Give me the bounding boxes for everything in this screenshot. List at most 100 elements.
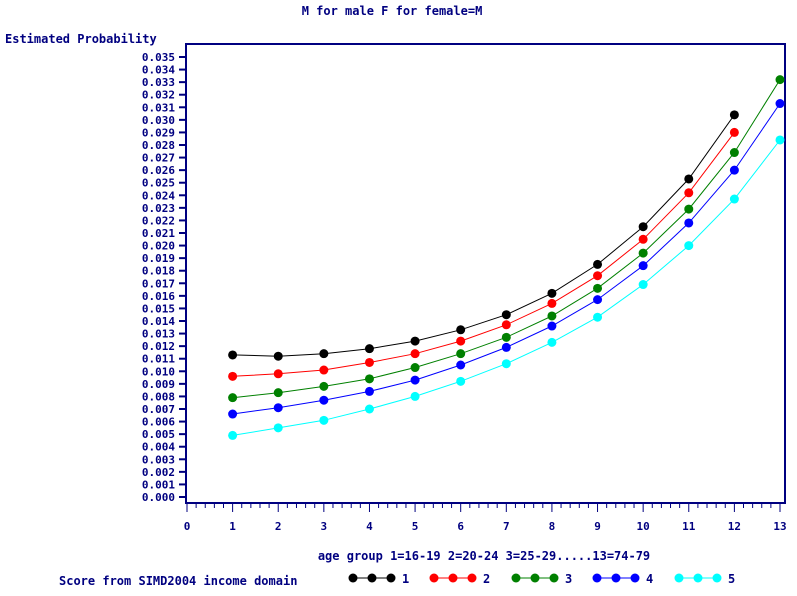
series-line bbox=[232, 132, 735, 377]
data-point bbox=[775, 99, 785, 109]
legend-label: 2 bbox=[483, 572, 490, 586]
data-point bbox=[729, 148, 739, 158]
y-tick-label: 0.032 bbox=[142, 89, 175, 102]
data-point bbox=[410, 349, 420, 359]
y-tick-label: 0.018 bbox=[142, 265, 175, 278]
y-tick-label: 0.020 bbox=[142, 240, 175, 253]
data-point bbox=[684, 174, 694, 184]
legend-marker bbox=[611, 573, 621, 583]
data-point bbox=[729, 127, 739, 137]
data-point bbox=[273, 423, 283, 433]
y-axis-label: Estimated Probability bbox=[5, 32, 157, 46]
y-tick-label: 0.009 bbox=[142, 378, 175, 391]
x-tick-label: 12 bbox=[728, 520, 741, 533]
x-tick-label: 4 bbox=[366, 520, 373, 533]
legend-marker bbox=[674, 573, 684, 583]
y-tick-label: 0.028 bbox=[142, 139, 175, 152]
data-point bbox=[364, 386, 374, 396]
data-point bbox=[228, 371, 238, 381]
data-point bbox=[547, 288, 557, 298]
legend-marker bbox=[693, 573, 703, 583]
y-tick-label: 0.013 bbox=[142, 328, 175, 341]
data-point bbox=[547, 298, 557, 308]
x-tick-label: 8 bbox=[549, 520, 556, 533]
legend-marker bbox=[712, 573, 722, 583]
series-line bbox=[232, 114, 735, 357]
legend-marker bbox=[367, 573, 377, 583]
y-tick-label: 0.000 bbox=[142, 491, 175, 504]
legend-title: Score from SIMD2004 income domain bbox=[59, 574, 297, 588]
y-tick-label: 0.026 bbox=[142, 164, 175, 177]
x-tick-label: 11 bbox=[682, 520, 696, 533]
legend-marker bbox=[630, 573, 640, 583]
y-tick-label: 0.012 bbox=[142, 340, 175, 353]
y-tick-label: 0.035 bbox=[142, 51, 175, 64]
y-tick-label: 0.033 bbox=[142, 76, 175, 89]
data-point bbox=[638, 222, 648, 232]
data-point bbox=[638, 261, 648, 271]
data-point bbox=[501, 359, 511, 369]
data-point bbox=[410, 391, 420, 401]
data-point bbox=[684, 188, 694, 198]
y-tick-label: 0.007 bbox=[142, 403, 175, 416]
y-tick-label: 0.025 bbox=[142, 177, 175, 190]
data-point bbox=[319, 349, 329, 359]
legend-marker bbox=[511, 573, 521, 583]
data-point bbox=[319, 381, 329, 391]
data-point bbox=[410, 336, 420, 346]
data-point bbox=[319, 415, 329, 425]
data-point bbox=[228, 430, 238, 440]
data-point bbox=[501, 320, 511, 330]
data-point bbox=[593, 283, 603, 293]
legend-marker bbox=[386, 573, 396, 583]
data-point bbox=[638, 234, 648, 244]
x-tick-label: 5 bbox=[412, 520, 419, 533]
data-point bbox=[273, 351, 283, 361]
data-point bbox=[228, 393, 238, 403]
data-point bbox=[638, 280, 648, 290]
legend-marker bbox=[448, 573, 458, 583]
y-tick-label: 0.029 bbox=[142, 126, 175, 139]
data-point bbox=[729, 110, 739, 120]
data-point bbox=[593, 259, 603, 269]
data-point bbox=[775, 75, 785, 85]
y-tick-label: 0.003 bbox=[142, 453, 175, 466]
x-tick-label: 9 bbox=[594, 520, 601, 533]
y-tick-label: 0.014 bbox=[142, 315, 175, 328]
plot-frame bbox=[185, 43, 786, 504]
series-1 bbox=[228, 110, 739, 361]
x-axis-label: age group 1=16-19 2=20-24 3=25-29.....13… bbox=[318, 549, 650, 563]
y-tick-label: 0.016 bbox=[142, 290, 175, 303]
data-point bbox=[684, 241, 694, 251]
data-point bbox=[456, 336, 466, 346]
data-point bbox=[456, 376, 466, 386]
x-tick-label: 3 bbox=[321, 520, 328, 533]
data-point bbox=[501, 310, 511, 320]
y-tick-label: 0.005 bbox=[142, 428, 175, 441]
data-point bbox=[729, 165, 739, 175]
y-tick-label: 0.027 bbox=[142, 152, 175, 165]
data-point bbox=[228, 409, 238, 419]
legend-item-1: 1 bbox=[348, 572, 409, 586]
y-tick-label: 0.023 bbox=[142, 202, 175, 215]
x-tick-label: 0 bbox=[184, 520, 191, 533]
legend-marker bbox=[592, 573, 602, 583]
legend-marker bbox=[530, 573, 540, 583]
y-axis: 0.0000.0010.0020.0030.0040.0050.0060.007… bbox=[142, 51, 186, 504]
y-tick-label: 0.017 bbox=[142, 277, 175, 290]
legend-label: 1 bbox=[402, 572, 409, 586]
data-point bbox=[410, 375, 420, 385]
legend-marker bbox=[348, 573, 358, 583]
legend-item-5: 5 bbox=[674, 572, 735, 586]
data-point bbox=[228, 350, 238, 360]
data-point bbox=[456, 349, 466, 359]
x-tick-label: 6 bbox=[457, 520, 464, 533]
series-layer bbox=[228, 75, 785, 440]
x-tick-label: 10 bbox=[637, 520, 650, 533]
series-2 bbox=[228, 127, 739, 381]
legend-item-3: 3 bbox=[511, 572, 572, 586]
y-tick-label: 0.011 bbox=[142, 353, 175, 366]
data-point bbox=[501, 332, 511, 342]
data-point bbox=[456, 325, 466, 335]
legend-label: 4 bbox=[646, 572, 653, 586]
